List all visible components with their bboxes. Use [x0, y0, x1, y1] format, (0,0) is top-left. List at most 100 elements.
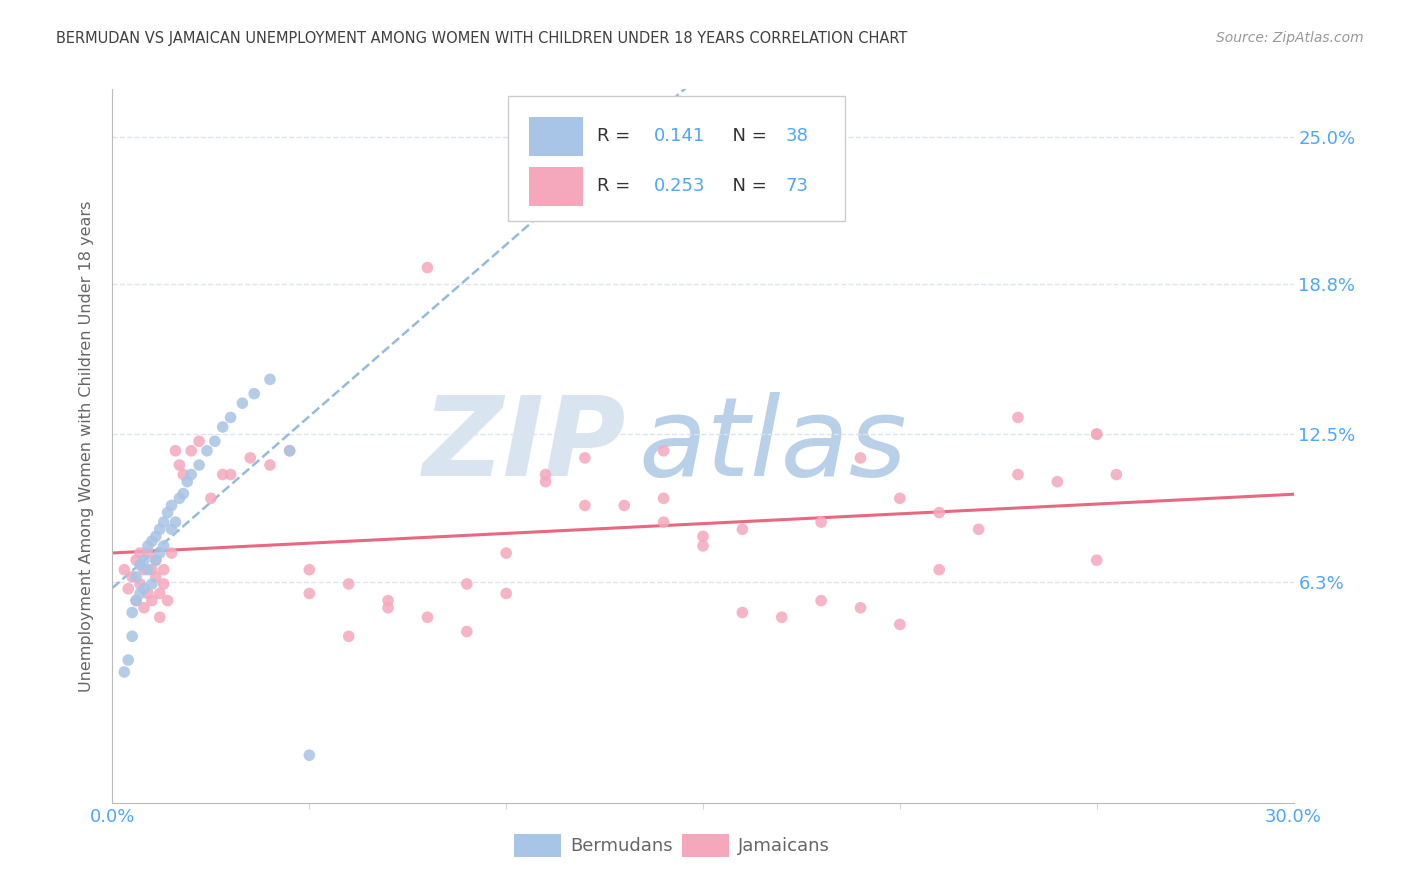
Point [176, 475, 198, 489]
Point [129, 586, 152, 600]
Point [849, 600, 872, 615]
Point [1007, 467, 1029, 482]
Point [456, 577, 478, 591]
Text: N =: N = [721, 178, 772, 195]
Point [117, 653, 139, 667]
Point [156, 506, 179, 520]
Point [132, 582, 155, 596]
Point [145, 529, 167, 543]
Point [298, 748, 321, 763]
Point [125, 570, 148, 584]
Point [141, 534, 163, 549]
Text: ZIP: ZIP [423, 392, 626, 500]
Point [121, 629, 143, 643]
Point [928, 506, 950, 520]
FancyBboxPatch shape [682, 834, 728, 857]
Point [416, 260, 439, 275]
Point [574, 450, 596, 465]
Point [152, 577, 174, 591]
Point [152, 563, 174, 577]
Point [1007, 410, 1029, 425]
Point [1046, 475, 1069, 489]
Point [211, 467, 233, 482]
Point [692, 539, 714, 553]
Point [136, 586, 159, 600]
Point [416, 610, 439, 624]
Point [652, 491, 675, 506]
Point [125, 593, 148, 607]
Point [149, 546, 172, 560]
Point [121, 570, 143, 584]
Point [239, 450, 262, 465]
Text: 73: 73 [786, 178, 808, 195]
Point [129, 546, 152, 560]
Point [141, 593, 163, 607]
Point [145, 553, 167, 567]
Text: R =: R = [596, 178, 636, 195]
Point [337, 629, 360, 643]
Point [169, 458, 191, 472]
Point [928, 563, 950, 577]
FancyBboxPatch shape [515, 834, 561, 857]
Point [125, 553, 148, 567]
Point [495, 546, 517, 560]
Point [219, 410, 242, 425]
Text: R =: R = [596, 128, 636, 145]
Point [731, 522, 754, 536]
Point [259, 458, 281, 472]
Point [231, 396, 253, 410]
Point [613, 499, 636, 513]
Point [889, 617, 911, 632]
Point [298, 563, 321, 577]
Point [849, 450, 872, 465]
Point [160, 499, 183, 513]
Point [456, 624, 478, 639]
Point [195, 443, 218, 458]
Text: BERMUDAN VS JAMAICAN UNEMPLOYMENT AMONG WOMEN WITH CHILDREN UNDER 18 YEARS CORRE: BERMUDAN VS JAMAICAN UNEMPLOYMENT AMONG … [56, 31, 908, 46]
Point [132, 553, 155, 567]
Point [337, 577, 360, 591]
Point [692, 529, 714, 543]
Point [136, 546, 159, 560]
Text: 0.253: 0.253 [654, 178, 704, 195]
Point [132, 563, 155, 577]
Point [149, 610, 172, 624]
Point [967, 522, 990, 536]
Point [278, 443, 301, 458]
Point [188, 458, 211, 472]
Point [377, 600, 399, 615]
Point [129, 577, 152, 591]
FancyBboxPatch shape [508, 96, 845, 221]
Point [1085, 427, 1108, 442]
Point [125, 593, 148, 607]
Point [278, 443, 301, 458]
Point [180, 467, 202, 482]
Point [169, 491, 191, 506]
Point [112, 563, 135, 577]
Point [152, 539, 174, 553]
Point [889, 491, 911, 506]
FancyBboxPatch shape [530, 167, 582, 206]
Point [172, 486, 194, 500]
Point [1105, 467, 1128, 482]
Point [243, 386, 266, 401]
Point [534, 475, 557, 489]
Point [152, 515, 174, 529]
Point [141, 563, 163, 577]
Point [141, 577, 163, 591]
Point [149, 586, 172, 600]
Y-axis label: Unemployment Among Women with Children Under 18 years: Unemployment Among Women with Children U… [79, 201, 94, 691]
Point [574, 499, 596, 513]
Point [136, 563, 159, 577]
Point [211, 420, 233, 434]
Point [298, 586, 321, 600]
Point [129, 558, 152, 572]
Point [160, 522, 183, 536]
Point [652, 443, 675, 458]
Text: atlas: atlas [638, 392, 907, 500]
Point [121, 606, 143, 620]
Point [180, 443, 202, 458]
Point [136, 539, 159, 553]
Text: Source: ZipAtlas.com: Source: ZipAtlas.com [1216, 31, 1364, 45]
Point [145, 553, 167, 567]
